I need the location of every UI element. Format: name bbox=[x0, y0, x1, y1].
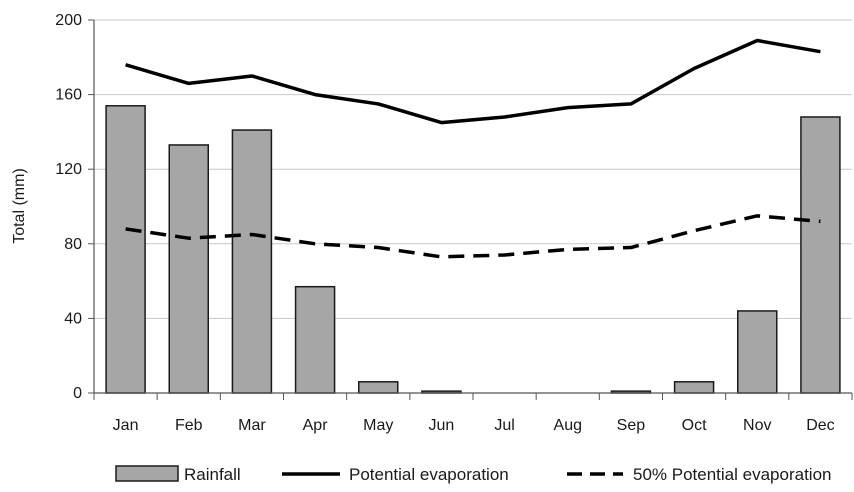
x-tick-label-dec: Dec bbox=[806, 417, 834, 434]
legend-swatch-rainfall bbox=[115, 465, 179, 482]
legend-label-potential-evaporation: Potential evaporation bbox=[349, 465, 509, 484]
x-tick-label-jan: Jan bbox=[113, 417, 139, 434]
x-tick-label-aug: Aug bbox=[554, 417, 582, 434]
bar-rainfall-dec bbox=[800, 116, 841, 394]
evaporation-lines bbox=[125, 38, 821, 259]
x-tick-label-may: May bbox=[363, 417, 393, 434]
line-potential-evaporation bbox=[125, 38, 821, 125]
bar-rainfall-apr bbox=[294, 285, 336, 394]
legend-label-50-potential-evaporation: 50% Potential evaporation bbox=[633, 465, 831, 484]
legend-label-rainfall: Rainfall bbox=[184, 465, 241, 484]
bar-rainfall-jan bbox=[105, 105, 146, 394]
x-tick-label-apr: Apr bbox=[303, 417, 329, 434]
y-tick-label-0: 0 bbox=[73, 385, 82, 402]
bar-rainfall-mar bbox=[231, 129, 273, 394]
bar-rainfall-feb bbox=[168, 144, 209, 394]
legend-item-50-potential-evaporation: 50% Potential evaporation bbox=[567, 465, 831, 484]
legend-item-rainfall: Rainfall bbox=[115, 465, 241, 484]
legend-item-potential-evaporation: Potential evaporation bbox=[282, 465, 509, 484]
line-50-potential-evaporation bbox=[125, 214, 821, 259]
x-tick-label-jun: Jun bbox=[429, 417, 455, 434]
x-tick-label-jul: Jul bbox=[494, 417, 514, 434]
y-axis-title: Total (mm) bbox=[11, 168, 28, 244]
y-tick-label-40: 40 bbox=[64, 310, 82, 327]
rainfall-bars bbox=[105, 105, 841, 394]
y-tick-label-200: 200 bbox=[55, 12, 82, 29]
tick-labels: 0 40 80 120 160 200 Jan Feb Mar Apr May Jun Jul Aug Se… bbox=[55, 12, 834, 434]
bar-rainfall-oct bbox=[673, 381, 715, 394]
bar-rainfall-nov bbox=[737, 310, 778, 394]
gridlines bbox=[94, 19, 852, 319]
x-tick-label-feb: Feb bbox=[175, 417, 203, 434]
x-tick-label-oct: Oct bbox=[682, 417, 707, 434]
legend: Rainfall Potential evaporation 50% Poten… bbox=[115, 465, 831, 484]
x-tick-label-mar: Mar bbox=[238, 417, 266, 434]
x-tick-label-nov: Nov bbox=[743, 417, 771, 434]
axes bbox=[88, 19, 853, 400]
bar-rainfall-may bbox=[358, 381, 399, 394]
y-tick-label-80: 80 bbox=[64, 236, 82, 253]
y-tick-label-120: 120 bbox=[55, 161, 82, 178]
x-tick-label-sep: Sep bbox=[617, 417, 646, 434]
y-tick-label-160: 160 bbox=[55, 87, 82, 104]
